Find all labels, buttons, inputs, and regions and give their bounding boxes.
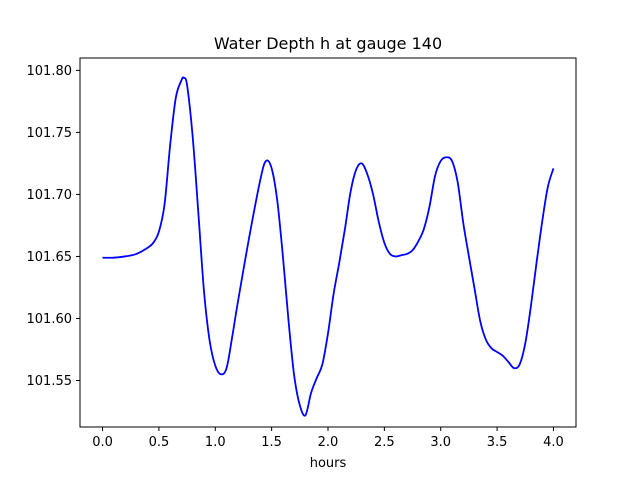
x-tick-label: 0.0 (92, 435, 113, 450)
x-tick-label: 2.5 (374, 435, 395, 450)
x-tick-label: 1.5 (261, 435, 282, 450)
y-tick-label: 101.55 (27, 374, 73, 389)
x-tick-label: 2.0 (318, 435, 339, 450)
y-tick-label: 101.60 (27, 312, 73, 327)
y-axis-ticks: 101.55 101.60 101.65 101.70 101.75 101.80 (27, 64, 80, 389)
x-axis-ticks: 0.0 0.5 1.0 1.5 2.0 2.5 3.0 3.5 4.0 (92, 427, 564, 450)
y-tick-label: 101.75 (27, 126, 73, 141)
x-tick-label: 0.5 (149, 435, 170, 450)
x-tick-label: 3.0 (430, 435, 451, 450)
y-tick-label: 101.80 (27, 64, 73, 79)
y-tick-label: 101.65 (27, 250, 73, 265)
series-line-0 (102, 76, 555, 417)
plot-layer (102, 76, 555, 417)
x-tick-label: 4.0 (543, 435, 564, 450)
y-tick-label: 101.70 (27, 188, 73, 203)
x-tick-label: 3.5 (487, 435, 508, 450)
chart-title: Water Depth h at gauge 140 (214, 34, 442, 53)
x-axis-label: hours (310, 456, 347, 471)
x-tick-label: 1.0 (205, 435, 226, 450)
